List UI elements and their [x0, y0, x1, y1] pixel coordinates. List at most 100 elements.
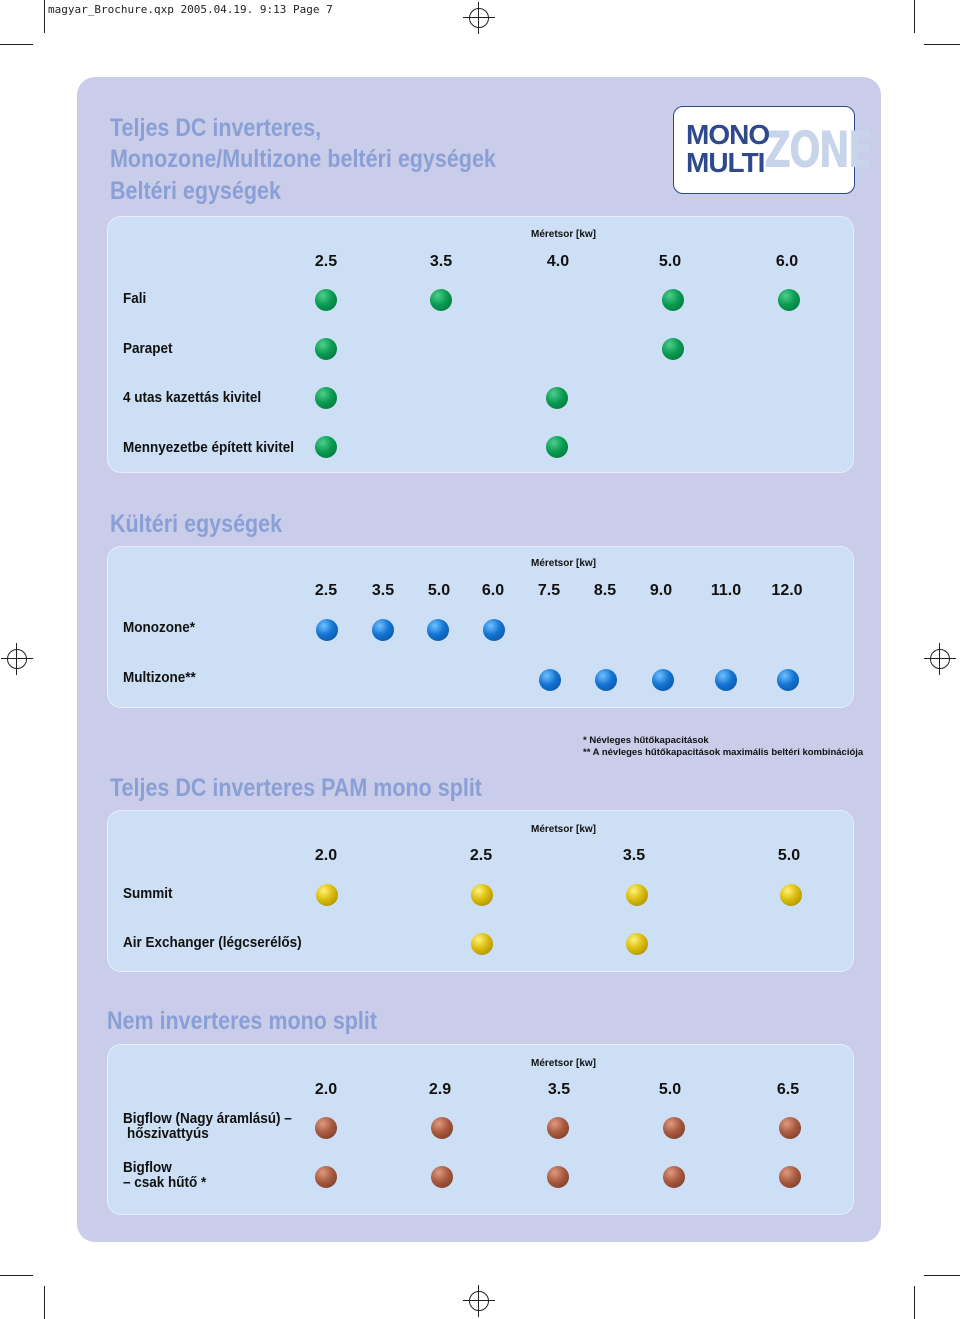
availability-dot [778, 289, 800, 311]
noninverter-size: 2.9 [428, 1081, 452, 1098]
registration-mark [463, 2, 495, 34]
crop-mark [44, 1286, 45, 1319]
availability-dot [315, 387, 337, 409]
logo-mono-text: MONO [686, 119, 770, 150]
availability-dot [663, 1117, 685, 1139]
availability-dot [546, 387, 568, 409]
indoor-size-6-0: 6.0 [775, 253, 799, 270]
availability-dot [372, 619, 394, 641]
outdoor-size: 9.0 [649, 582, 673, 599]
noninverter-size: 6.5 [776, 1081, 800, 1098]
row-label-fali: Fali [123, 290, 147, 307]
availability-dot [779, 1117, 801, 1139]
row-label-multizone: Multizone** [123, 669, 196, 686]
pam-heading: Teljes DC inverteres PAM mono split [110, 774, 482, 802]
registration-mark [924, 643, 956, 675]
availability-dot [652, 669, 674, 691]
availability-dot [626, 933, 648, 955]
availability-dot [663, 1166, 685, 1188]
availability-dot [471, 933, 493, 955]
noninverter-size: 3.5 [547, 1081, 571, 1098]
logo-zone-text: ZONE [764, 121, 873, 179]
row-label-summit: Summit [123, 885, 173, 902]
availability-dot [547, 1166, 569, 1188]
outdoor-size: 6.0 [481, 582, 505, 599]
row-label-bigflow-cooling: Bigflow [123, 1159, 172, 1176]
page-title-line2: Monozone/Multizone beltéri egységek [110, 145, 496, 173]
availability-dot [315, 289, 337, 311]
outdoor-units-table [107, 546, 854, 708]
pam-size-caption: Méretsor [kw] [531, 824, 597, 835]
row-label-parapet: Parapet [123, 340, 173, 357]
row-label-air-exchanger: Air Exchanger (légcserélős) [123, 934, 302, 951]
availability-dot [626, 884, 648, 906]
availability-dot [539, 669, 561, 691]
row-label-mennyezetbe: Mennyezetbe épített kivitel [123, 439, 295, 456]
indoor-size-caption: Méretsor [kw] [531, 229, 597, 240]
logo-multi-text: MULTI [686, 147, 765, 178]
page-title-line1: Teljes DC inverteres, [110, 114, 322, 142]
availability-dot [779, 1166, 801, 1188]
indoor-size-5-0: 5.0 [658, 253, 682, 270]
availability-dot [546, 436, 568, 458]
outdoor-size: 7.5 [537, 582, 561, 599]
row-label-bigflow-cooling-line2: – csak hűtő * [123, 1174, 207, 1191]
indoor-size-3-5: 3.5 [429, 253, 453, 270]
pam-size: 3.5 [622, 847, 646, 864]
crop-mark [914, 0, 915, 33]
availability-dot [431, 1117, 453, 1139]
noninverter-size: 2.0 [314, 1081, 338, 1098]
outdoor-size: 3.5 [371, 582, 395, 599]
availability-dot [430, 289, 452, 311]
noninverter-size: 5.0 [658, 1081, 682, 1098]
outdoor-size-caption: Méretsor [kw] [531, 558, 597, 569]
outdoor-size: 12.0 [771, 582, 803, 599]
noninverter-units-table [107, 1044, 854, 1215]
indoor-units-table [107, 216, 854, 473]
row-label-monozone: Monozone* [123, 619, 195, 636]
pam-size: 5.0 [777, 847, 801, 864]
crop-mark [0, 1275, 33, 1276]
outdoor-heading: Kültéri egységek [110, 510, 283, 538]
outdoor-size: 8.5 [593, 582, 617, 599]
noninverter-heading: Nem inverteres mono split [107, 1007, 378, 1035]
indoor-size-2-5: 2.5 [314, 253, 338, 270]
row-label-bigflow-heatpump-line2: hőszivattyús [127, 1125, 209, 1142]
outdoor-size: 5.0 [427, 582, 451, 599]
footnote-2: ** A névleges hűtőkapacitások maximális … [583, 747, 864, 758]
registration-mark [463, 1285, 495, 1317]
crop-mark [914, 1286, 915, 1319]
availability-dot [715, 669, 737, 691]
availability-dot [427, 619, 449, 641]
availability-dot [483, 619, 505, 641]
pam-size: 2.5 [469, 847, 493, 864]
page-title-line3: Beltéri egységek [110, 177, 281, 205]
availability-dot [316, 619, 338, 641]
indoor-size-4-0: 4.0 [546, 253, 570, 270]
printer-slug: magyar_Brochure.qxp 2005.04.19. 9:13 Pag… [48, 3, 333, 16]
noninverter-size-caption: Méretsor [kw] [531, 1058, 597, 1069]
outdoor-size: 11.0 [710, 582, 742, 599]
availability-dot [315, 1117, 337, 1139]
availability-dot [315, 1166, 337, 1188]
availability-dot [547, 1117, 569, 1139]
availability-dot [316, 884, 338, 906]
availability-dot [431, 1166, 453, 1188]
registration-mark [1, 643, 33, 675]
pam-size: 2.0 [314, 847, 338, 864]
crop-mark [924, 1275, 960, 1276]
footnote-1: * Névleges hűtőkapacitások [583, 735, 709, 746]
row-label-kazettas: 4 utas kazettás kivitel [123, 389, 262, 406]
availability-dot [662, 338, 684, 360]
crop-mark [44, 0, 45, 33]
availability-dot [471, 884, 493, 906]
row-label-bigflow-heatpump: Bigflow (Nagy áramlású) – [123, 1110, 292, 1127]
availability-dot [315, 436, 337, 458]
crop-mark [924, 44, 960, 45]
availability-dot [315, 338, 337, 360]
monozone-multizone-logo: ZONE MONO MULTI [673, 106, 873, 194]
availability-dot [780, 884, 802, 906]
availability-dot [595, 669, 617, 691]
outdoor-size: 2.5 [314, 582, 338, 599]
availability-dot [777, 669, 799, 691]
